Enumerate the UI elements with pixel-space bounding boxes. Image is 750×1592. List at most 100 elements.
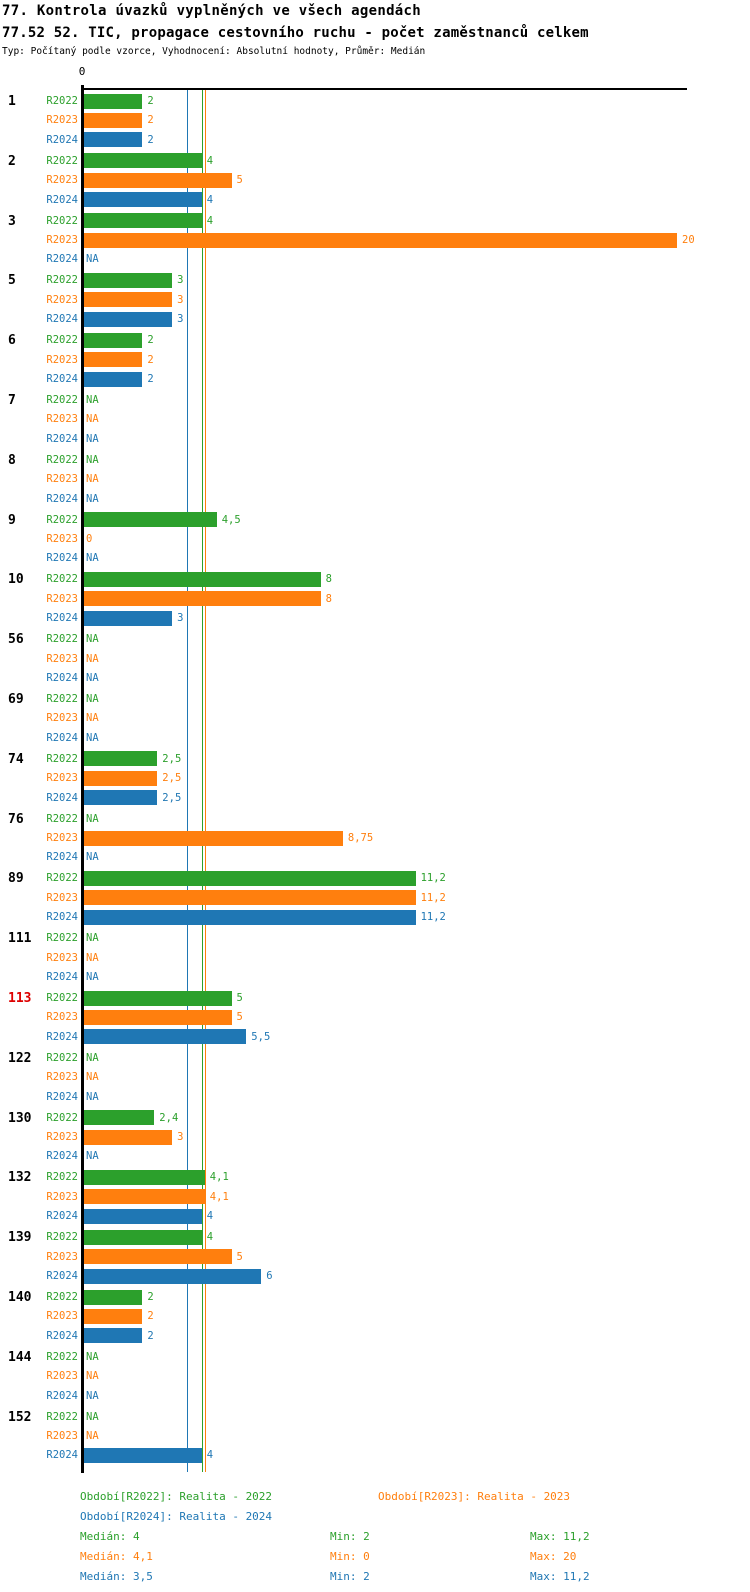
bar-value-label: 2,5 (162, 752, 182, 765)
bar-value-label: NA (86, 693, 99, 705)
stat-max-r2023: Max: 20 (530, 1550, 577, 1563)
row-year-label: R2024 (46, 851, 78, 864)
row-year-label: R2023 (46, 1131, 78, 1143)
row-year-label: R2023 (46, 1430, 78, 1442)
bar-value-label: 4 (206, 193, 214, 206)
bar-value-label: NA (86, 1090, 99, 1103)
row-year-label: R2023 (46, 353, 78, 366)
row-year-label: R2023 (46, 234, 78, 246)
row-year-label: R2022 (46, 154, 78, 167)
bar-value-label: 2,5 (162, 772, 182, 785)
stat-min-r2023: Min: 0 (330, 1550, 370, 1563)
stat-min-r2024: Min: 2 (330, 1570, 370, 1583)
row-year-label: R2023 (46, 652, 78, 665)
bar-r2022 (83, 870, 416, 886)
row-year-label: R2024 (46, 1389, 78, 1402)
bar-r2023 (83, 890, 416, 906)
bar-value-label: NA (86, 492, 99, 505)
bar-r2022 (83, 990, 232, 1006)
row-year-label: R2022 (46, 95, 78, 107)
row-year-label: R2024 (46, 1030, 78, 1043)
group-id-label: 10 (8, 572, 24, 588)
bar-r2024 (83, 371, 143, 387)
bar-r2023 (83, 112, 143, 128)
bar-value-label: 4 (206, 1449, 214, 1462)
bar-r2023 (83, 1009, 232, 1025)
row-year-label: R2024 (46, 193, 78, 206)
bar-r2023 (83, 292, 173, 308)
row-year-label: R2024 (46, 492, 78, 505)
group-id-label: 3 (8, 213, 16, 229)
bar-r2023 (83, 591, 321, 607)
bar-value-label: NA (86, 851, 99, 864)
bar-r2022 (83, 571, 321, 587)
group-id-label: 152 (8, 1409, 32, 1425)
row-year-label: R2023 (46, 592, 78, 605)
row-year-label: R2023 (46, 832, 78, 844)
row-year-label: R2023 (46, 174, 78, 187)
bar-value-label: 4,1 (209, 1171, 229, 1184)
legend-period-r2023: Období[R2023]: Realita - 2023 (378, 1490, 571, 1503)
bar-r2023 (83, 1189, 205, 1205)
bar-value-label: 3 (177, 1131, 184, 1143)
row-year-label: R2023 (46, 1310, 78, 1323)
bar-value-label: NA (86, 253, 99, 266)
row-year-label: R2022 (46, 1231, 78, 1244)
median-line-r2022 (201, 90, 203, 1472)
group-id-label: 9 (8, 512, 16, 528)
group-id-label: 111 (8, 931, 32, 947)
bar-value-label: 3 (177, 293, 184, 306)
stat-median-r2024: Medián: 3,5 (80, 1570, 153, 1583)
row-year-label: R2024 (46, 1329, 78, 1342)
bar-value-label: 2 (147, 373, 154, 385)
bar-value-label: NA (86, 633, 99, 646)
bar-r2022 (83, 512, 217, 528)
row-year-label: R2022 (46, 633, 78, 646)
bar-value-label: NA (86, 394, 99, 406)
bar-value-label: 2,4 (159, 1111, 179, 1124)
bar-r2024 (83, 610, 173, 626)
row-year-label: R2022 (46, 932, 78, 945)
row-year-label: R2022 (46, 1171, 78, 1184)
row-year-label: R2022 (46, 274, 78, 287)
bar-value-label: 4 (206, 1231, 214, 1244)
row-year-label: R2023 (46, 293, 78, 306)
bar-r2022 (83, 153, 202, 169)
y-axis-line (81, 85, 84, 1473)
bar-r2022 (83, 1289, 143, 1305)
row-year-label: R2024 (46, 612, 78, 625)
group-id-label: 56 (8, 632, 24, 648)
bar-value-label: NA (86, 552, 99, 565)
stat-max-r2024: Max: 11,2 (530, 1570, 590, 1583)
group-id-label: 113 (8, 991, 32, 1006)
row-year-label: R2023 (46, 413, 78, 426)
bar-r2023 (83, 1129, 173, 1145)
bar-r2022 (83, 272, 173, 288)
row-year-label: R2024 (46, 313, 78, 326)
bar-r2024 (83, 1268, 262, 1284)
group-id-label: 7 (8, 393, 16, 408)
bar-r2023 (83, 1308, 143, 1324)
bar-value-label: NA (86, 1389, 99, 1402)
bar-value-label: 20 (682, 234, 695, 246)
bar-value-label: 2 (147, 1329, 154, 1342)
bar-value-label: 5 (236, 992, 243, 1004)
bar-r2023 (83, 770, 158, 786)
bar-r2022 (83, 751, 158, 767)
group-id-label: 130 (8, 1110, 32, 1126)
row-year-label: R2023 (46, 114, 78, 127)
group-id-label: 140 (8, 1290, 32, 1305)
bar-r2022 (83, 213, 202, 229)
group-id-label: 122 (8, 1050, 32, 1066)
row-year-label: R2024 (46, 911, 78, 924)
group-id-label: 89 (8, 871, 24, 887)
row-year-label: R2023 (46, 1071, 78, 1084)
stat-max-r2022: Max: 11,2 (530, 1530, 590, 1543)
bar-value-label: NA (86, 1350, 99, 1363)
bar-value-label: 5 (236, 174, 243, 187)
median-line-r2023 (204, 90, 206, 1472)
bar-value-label: 11,2 (420, 891, 446, 904)
bar-value-label: NA (86, 951, 99, 964)
bar-value-label: NA (86, 1370, 99, 1383)
bar-r2024 (83, 1029, 247, 1045)
